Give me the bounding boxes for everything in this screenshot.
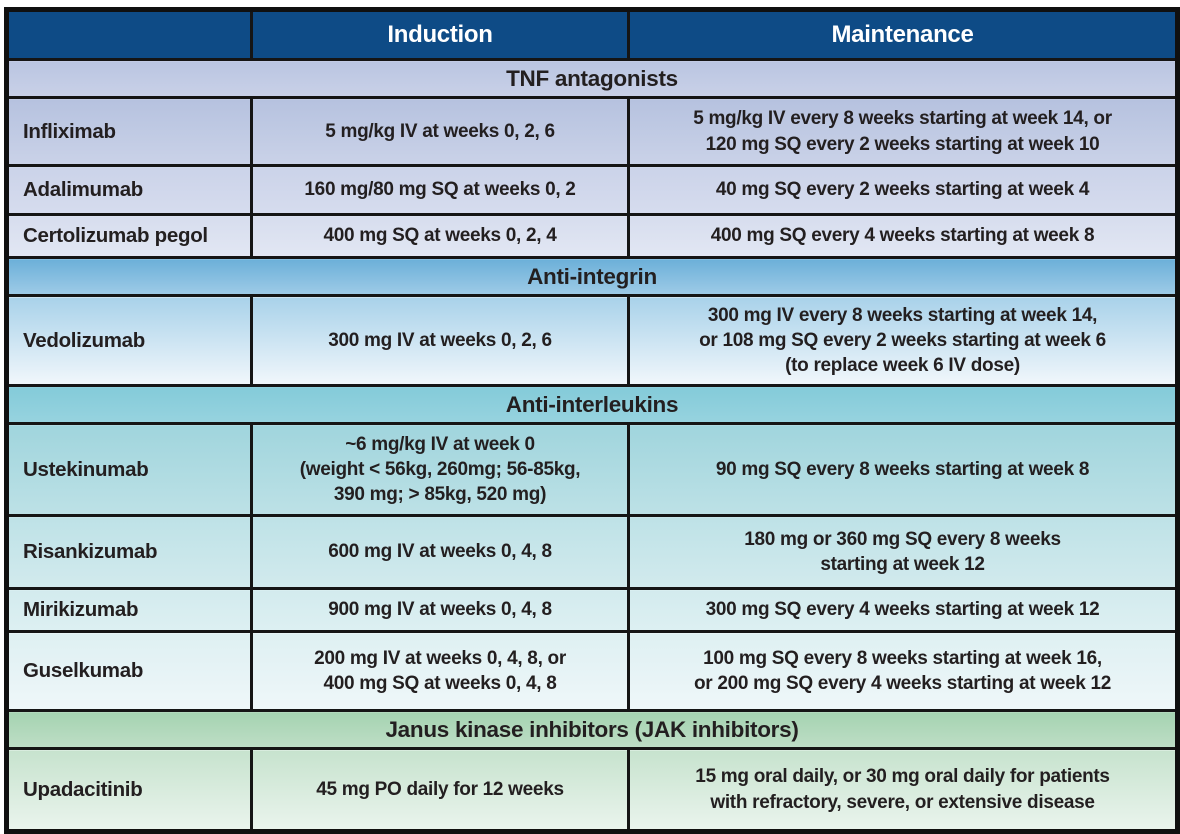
drug-name-cell: Guselkumab bbox=[5, 630, 253, 712]
induction-cell: 45 mg PO daily for 12 weeks bbox=[250, 747, 630, 833]
drug-name-cell: Ustekinumab bbox=[5, 422, 253, 517]
section-header-row-anti-integrin: Anti-integrin bbox=[5, 256, 1179, 297]
dosing-table-figure: Induction Maintenance TNF antagonists In… bbox=[4, 7, 1180, 834]
table-row: Certolizumab pegol 400 mg SQ at weeks 0,… bbox=[5, 213, 1179, 259]
maintenance-cell: 90 mg SQ every 8 weeks starting at week … bbox=[627, 422, 1179, 517]
drug-name-cell: Risankizumab bbox=[5, 514, 253, 590]
table-row: Infliximab 5 mg/kg IV at weeks 0, 2, 6 5… bbox=[5, 96, 1179, 167]
section-title: Janus kinase inhibitors (JAK inhibitors) bbox=[5, 709, 1179, 750]
drug-name-cell: Infliximab bbox=[5, 96, 253, 167]
drug-name-cell: Upadacitinib bbox=[5, 747, 253, 833]
table-row: Guselkumab 200 mg IV at weeks 0, 4, 8, o… bbox=[5, 630, 1179, 712]
column-header-row: Induction Maintenance bbox=[5, 8, 1179, 61]
maintenance-column-header: Maintenance bbox=[627, 8, 1179, 61]
induction-cell: 600 mg IV at weeks 0, 4, 8 bbox=[250, 514, 630, 590]
section-header-row-anti-interleukins: Anti-interleukins bbox=[5, 384, 1179, 425]
induction-cell: 300 mg IV at weeks 0, 2, 6 bbox=[250, 294, 630, 387]
induction-cell: 400 mg SQ at weeks 0, 2, 4 bbox=[250, 213, 630, 259]
drug-name-cell: Certolizumab pegol bbox=[5, 213, 253, 259]
section-header-row-jak: Janus kinase inhibitors (JAK inhibitors) bbox=[5, 709, 1179, 750]
table-row: Upadacitinib 45 mg PO daily for 12 weeks… bbox=[5, 747, 1179, 833]
section-title: Anti-interleukins bbox=[5, 384, 1179, 425]
maintenance-cell: 40 mg SQ every 2 weeks starting at week … bbox=[627, 164, 1179, 216]
drug-name-cell: Vedolizumab bbox=[5, 294, 253, 387]
drug-name-cell: Mirikizumab bbox=[5, 587, 253, 633]
induction-cell: 200 mg IV at weeks 0, 4, 8, or 400 mg SQ… bbox=[250, 630, 630, 712]
corner-blank-cell bbox=[5, 8, 253, 61]
maintenance-cell: 300 mg SQ every 4 weeks starting at week… bbox=[627, 587, 1179, 633]
table-row: Risankizumab 600 mg IV at weeks 0, 4, 8 … bbox=[5, 514, 1179, 590]
induction-cell: ~6 mg/kg IV at week 0 (weight < 56kg, 26… bbox=[250, 422, 630, 517]
maintenance-cell: 400 mg SQ every 4 weeks starting at week… bbox=[627, 213, 1179, 259]
induction-cell: 5 mg/kg IV at weeks 0, 2, 6 bbox=[250, 96, 630, 167]
induction-cell: 900 mg IV at weeks 0, 4, 8 bbox=[250, 587, 630, 633]
maintenance-cell: 15 mg oral daily, or 30 mg oral daily fo… bbox=[627, 747, 1179, 833]
maintenance-cell: 180 mg or 360 mg SQ every 8 weeks starti… bbox=[627, 514, 1179, 590]
drug-name-cell: Adalimumab bbox=[5, 164, 253, 216]
maintenance-cell: 100 mg SQ every 8 weeks starting at week… bbox=[627, 630, 1179, 712]
section-title: Anti-integrin bbox=[5, 256, 1179, 297]
section-title: TNF antagonists bbox=[5, 58, 1179, 99]
table-row: Adalimumab 160 mg/80 mg SQ at weeks 0, 2… bbox=[5, 164, 1179, 216]
induction-column-header: Induction bbox=[250, 8, 630, 61]
table-row: Mirikizumab 900 mg IV at weeks 0, 4, 8 3… bbox=[5, 587, 1179, 633]
maintenance-cell: 5 mg/kg IV every 8 weeks starting at wee… bbox=[627, 96, 1179, 167]
induction-cell: 160 mg/80 mg SQ at weeks 0, 2 bbox=[250, 164, 630, 216]
table-row: Ustekinumab ~6 mg/kg IV at week 0 (weigh… bbox=[5, 422, 1179, 517]
section-header-row-tnf: TNF antagonists bbox=[5, 58, 1179, 99]
biologic-dosing-table: Induction Maintenance TNF antagonists In… bbox=[4, 7, 1180, 834]
maintenance-cell: 300 mg IV every 8 weeks starting at week… bbox=[627, 294, 1179, 387]
table-row: Vedolizumab 300 mg IV at weeks 0, 2, 6 3… bbox=[5, 294, 1179, 387]
